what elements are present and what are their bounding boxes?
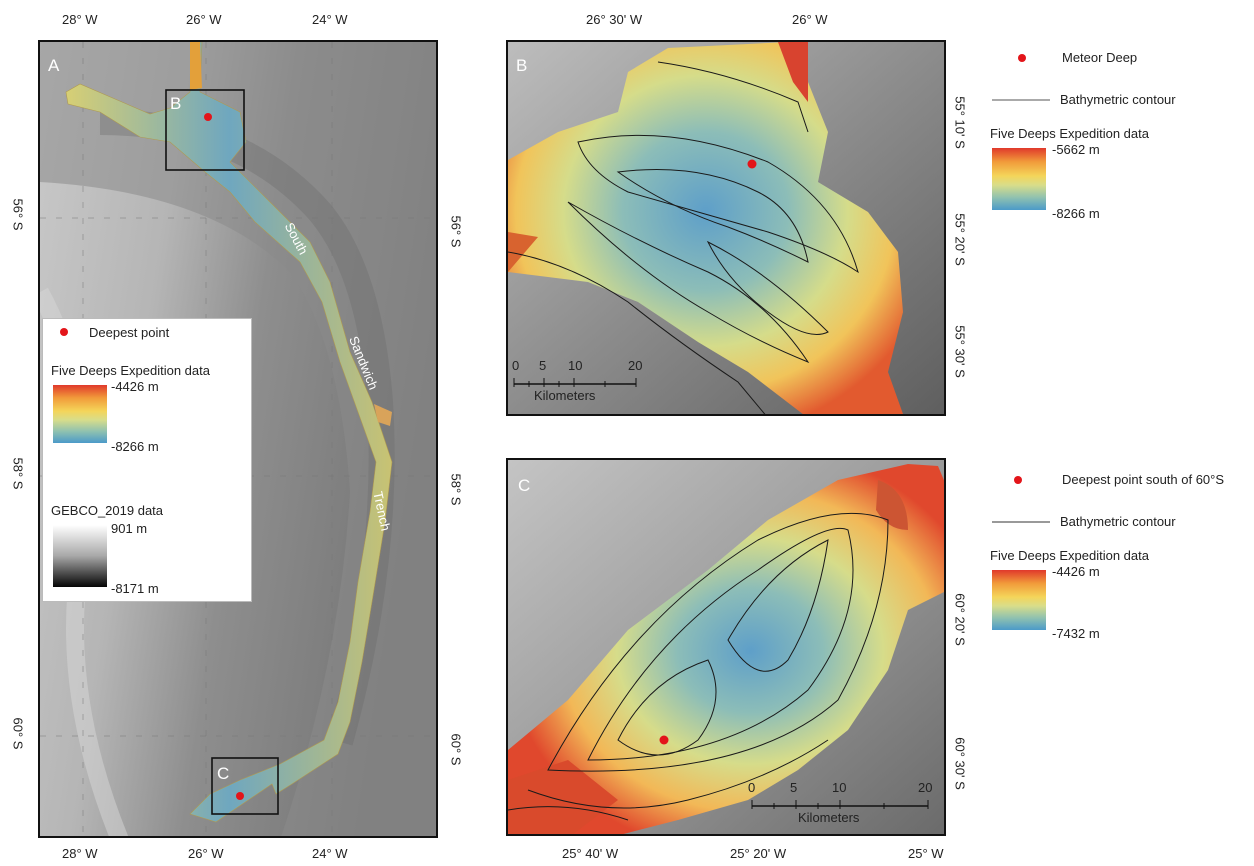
meteor-deep-legend-icon	[1018, 54, 1026, 62]
legend-b-fde-min: -8266 m	[1052, 206, 1100, 221]
trench-swath	[65, 42, 393, 823]
b-scale-ticks	[513, 378, 637, 387]
a-left-tick-58s: 58° S	[10, 457, 26, 490]
legend-c-fde-ramp	[992, 570, 1046, 630]
meteor-deep-b-marker	[747, 159, 757, 169]
c-scale-ticks	[751, 800, 929, 809]
legend-c-contour-label: Bathymetric contour	[1060, 514, 1176, 529]
b-scale-10: 10	[568, 358, 583, 373]
b-scale-unit: Kilometers	[534, 388, 596, 403]
deepest-point-legend-icon	[60, 328, 68, 336]
legend-b-fde-max: -5662 m	[1052, 142, 1100, 157]
panel-a-legend: Deepest point Five Deeps Expedition data…	[42, 318, 252, 602]
panel-b-legend: Meteor Deep Bathymetric contour Five Dee…	[990, 44, 1250, 234]
a-right-tick-58s: 58° S	[448, 473, 464, 506]
a-right-tick-60s: 60° S	[448, 733, 464, 766]
c-bottom-tick-25-20w: 25° 20' W	[730, 846, 787, 861]
legend-a-fde-max: -4426 m	[111, 379, 159, 394]
deepest-point-south-60-marker	[236, 792, 244, 800]
panel-c-scale-bar: 0 5 10 20 Kilometers	[746, 776, 944, 832]
a-top-tick-28w: 28° W	[62, 12, 98, 27]
panel-a-map: A B C South Sandwich Trench Deepest poin…	[38, 40, 438, 838]
legend-a-fde-min: -8266 m	[111, 439, 159, 454]
a-left-tick-60s: 60° S	[10, 717, 26, 750]
legend-a-gebco-title: GEBCO_2019 data	[51, 503, 164, 518]
panel-a-relief	[40, 42, 436, 836]
b-top-tick-26w: 26° W	[792, 12, 828, 27]
legend-a-gebco-max: 901 m	[111, 521, 148, 536]
panel-b-map: B 0 5 10 20 Kilometers	[506, 40, 946, 416]
legend-a-gebco-min: -8171 m	[111, 581, 159, 596]
panel-c-map: C 0 5 10 20 Kilometers	[506, 458, 946, 836]
panel-c-bathymetry	[508, 460, 944, 834]
legend-b-contour-label: Bathymetric contour	[1060, 92, 1176, 107]
legend-a-gebco-ramp	[53, 525, 107, 587]
legend-c-contour-icon	[992, 521, 1050, 523]
panel-b-label: B	[516, 56, 528, 75]
legend-a-point-label: Deepest point	[89, 325, 170, 340]
panel-a-label: A	[48, 56, 60, 75]
legend-b-contour-icon	[992, 99, 1050, 101]
legend-c-fde-title: Five Deeps Expedition data	[990, 548, 1149, 563]
legend-a-fde-title: Five Deeps Expedition data	[51, 363, 210, 378]
c-scale-10: 10	[832, 780, 847, 795]
b-right-tick-55-10s: 55° 10' S	[952, 96, 968, 149]
b-right-tick-55-20s: 55° 20' S	[952, 213, 968, 266]
c-scale-5: 5	[790, 780, 798, 795]
inset-box-b	[165, 89, 245, 171]
meteor-deep-marker	[204, 113, 212, 121]
panel-c-label: C	[518, 476, 531, 495]
panel-b-bathymetry	[508, 42, 944, 414]
a-right-tick-56s: 56° S	[448, 215, 464, 248]
c-scale-0: 0	[748, 780, 756, 795]
deepest-point-c-marker	[659, 735, 669, 745]
inset-b-label: B	[170, 94, 182, 113]
b-scale-0: 0	[512, 358, 520, 373]
b-scale-20: 20	[628, 358, 643, 373]
a-bottom-tick-24w: 24° W	[312, 846, 348, 861]
inset-box-c	[211, 757, 279, 815]
c-right-tick-60-30s: 60° 30' S	[952, 737, 968, 790]
legend-a-fde-ramp	[53, 385, 107, 443]
legend-c-fde-max: -4426 m	[1052, 564, 1100, 579]
legend-c-point-label: Deepest point south of 60°S	[1062, 472, 1225, 487]
c-scale-unit: Kilometers	[798, 810, 860, 825]
a-top-tick-26w: 26° W	[186, 12, 222, 27]
c-right-tick-60-20s: 60° 20' S	[952, 593, 968, 646]
a-left-tick-56s: 56° S	[10, 198, 26, 231]
deepest-point-south-legend-icon	[1014, 476, 1022, 484]
legend-c-fde-min: -7432 m	[1052, 626, 1100, 641]
panel-c-legend: Deepest point south of 60°S Bathymetric …	[990, 468, 1252, 648]
legend-b-fde-title: Five Deeps Expedition data	[990, 126, 1149, 141]
b-scale-5: 5	[539, 358, 547, 373]
inset-c-label: C	[217, 764, 230, 783]
a-bottom-tick-26w: 26° W	[188, 846, 224, 861]
c-bottom-tick-25-40w: 25° 40' W	[562, 846, 619, 861]
b-right-tick-55-30s: 55° 30' S	[952, 325, 968, 378]
c-bottom-tick-25w: 25° W	[908, 846, 944, 861]
c-scale-20: 20	[918, 780, 933, 795]
legend-b-fde-ramp	[992, 148, 1046, 210]
b-top-tick-26-30w: 26° 30' W	[586, 12, 643, 27]
a-top-tick-24w: 24° W	[312, 12, 348, 27]
a-bottom-tick-28w: 28° W	[62, 846, 98, 861]
legend-b-point-label: Meteor Deep	[1062, 50, 1138, 65]
panel-b-scale-bar: 0 5 10 20 Kilometers	[512, 354, 652, 408]
